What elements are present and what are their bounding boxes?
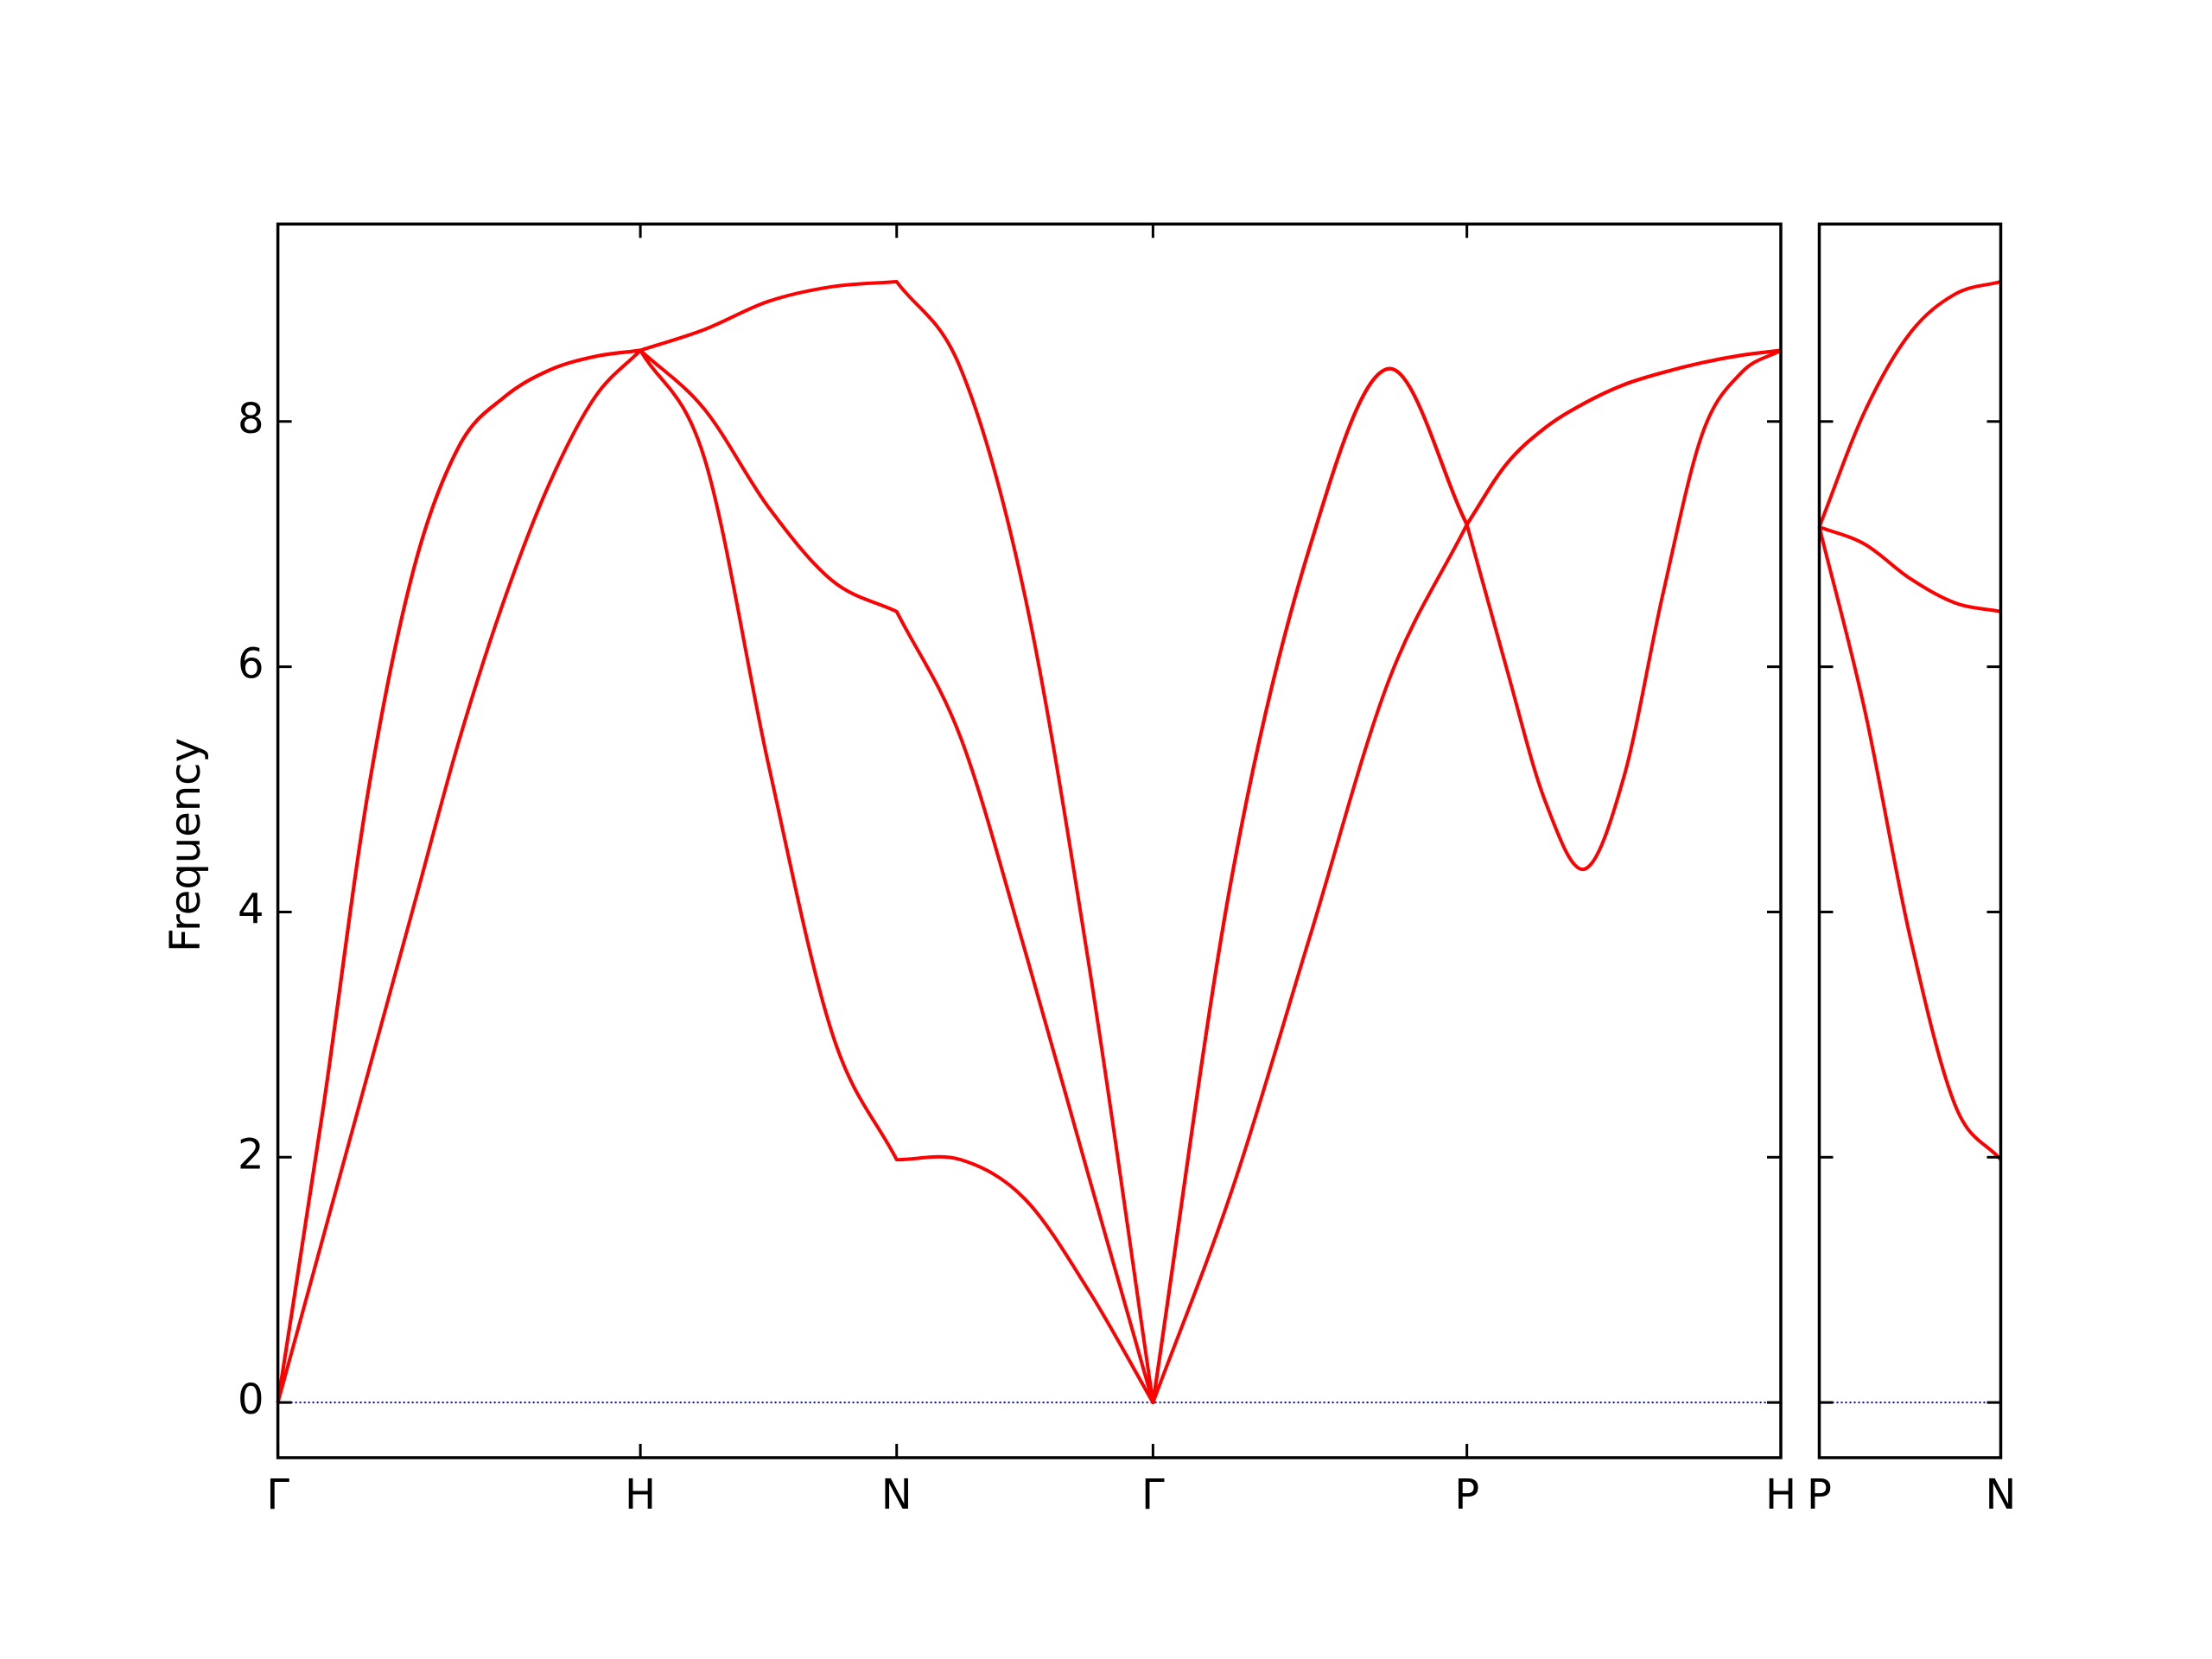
y-tick-label: 8 (238, 395, 264, 443)
x-tick-label: H (1765, 1471, 1796, 1519)
band-line (276, 348, 1782, 1405)
x-tick-label: P (1454, 1471, 1479, 1519)
plot-frame (276, 222, 1783, 1459)
x-tick-label: N (881, 1471, 912, 1519)
band-line (1818, 524, 2001, 613)
y-tick-label: 2 (238, 1130, 264, 1179)
y-axis-label: Frequency (162, 738, 210, 952)
plot-frame (1817, 222, 2003, 1459)
x-tick-label: P (1807, 1471, 1832, 1519)
y-tick-label: 0 (238, 1376, 264, 1424)
y-tick-label: 4 (238, 885, 264, 933)
y-tick-label: 6 (238, 640, 264, 689)
x-tick-label: Γ (266, 1471, 289, 1519)
band-line (1817, 280, 2002, 528)
x-tick-label: H (625, 1471, 656, 1519)
x-tick-label: N (1986, 1471, 2017, 1519)
x-tick-label: Γ (1141, 1471, 1165, 1519)
band-line (1817, 526, 2003, 1161)
